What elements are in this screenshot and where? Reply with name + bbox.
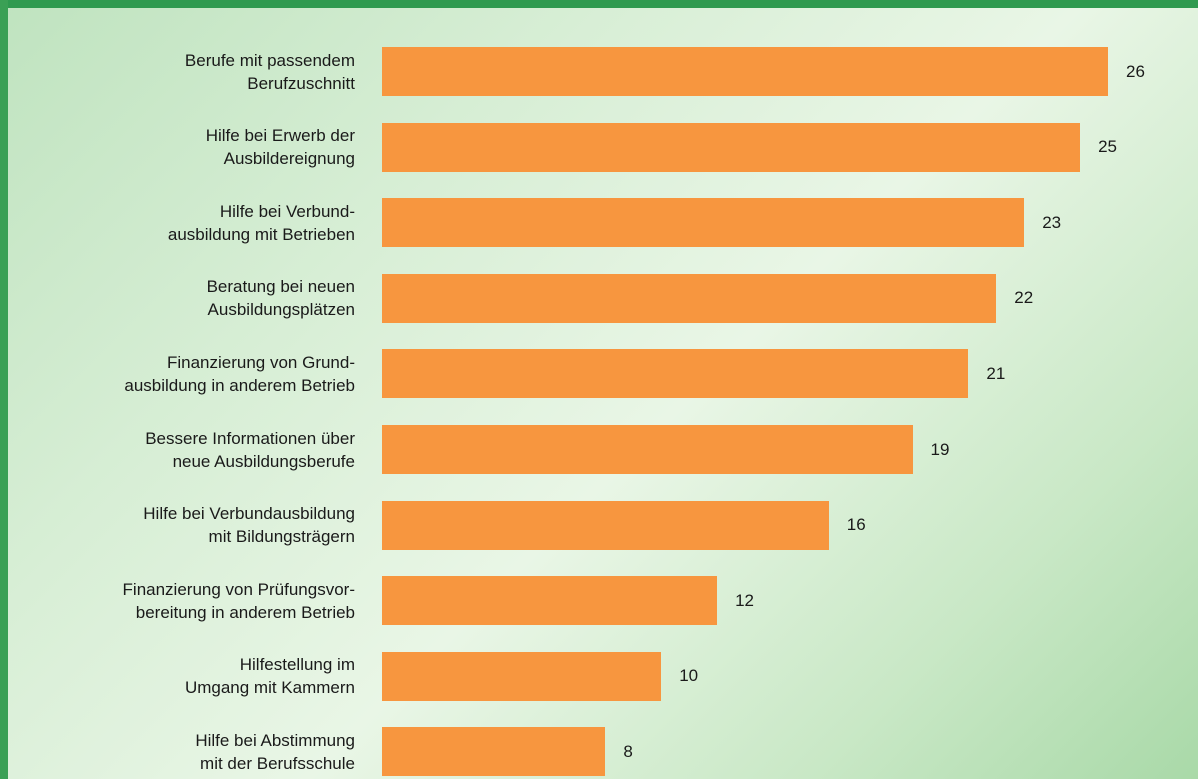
- bar: [382, 273, 997, 323]
- bar: [382, 500, 829, 550]
- category-label: Berufe mit passendem Berufzuschnitt: [184, 50, 355, 93]
- category-label: Finanzierung von Prüfungsvor- bereitung …: [122, 579, 355, 622]
- category-label: Hilfe bei Verbundausbildung mit Bildungs…: [143, 504, 355, 547]
- bar: [382, 727, 606, 777]
- value-label: 12: [735, 590, 754, 610]
- bar: [382, 349, 969, 399]
- category-label: Hilfe bei Abstimmung mit der Berufsschul…: [195, 730, 355, 773]
- category-label: Bessere Informationen über neue Ausbildu…: [145, 428, 355, 471]
- category-label: Finanzierung von Grund- ausbildung in an…: [124, 352, 355, 395]
- category-label: Hilfe bei Verbund- ausbildung mit Betrie…: [167, 201, 355, 244]
- bar: [382, 198, 1025, 248]
- value-label: 21: [986, 363, 1006, 383]
- category-label: Hilfe bei Erwerb der Ausbildereignung: [205, 126, 355, 169]
- value-label: 22: [1014, 288, 1034, 308]
- bar: [382, 576, 718, 626]
- category-label: Hilfestellung im Umgang mit Kammern: [184, 655, 355, 698]
- value-label: 26: [1126, 61, 1145, 81]
- value-label: 10: [679, 666, 699, 686]
- bar: [382, 122, 1081, 172]
- bar: [382, 425, 913, 474]
- bar: [382, 651, 662, 701]
- value-label: 25: [1098, 137, 1117, 157]
- value-label: 16: [846, 515, 866, 535]
- category-label: Beratung bei neuen Ausbildungsplätzen: [206, 277, 355, 320]
- value-label: 23: [1042, 212, 1062, 232]
- value-label: 19: [930, 439, 950, 459]
- bar: [382, 47, 1108, 96]
- value-label: 8: [623, 741, 633, 761]
